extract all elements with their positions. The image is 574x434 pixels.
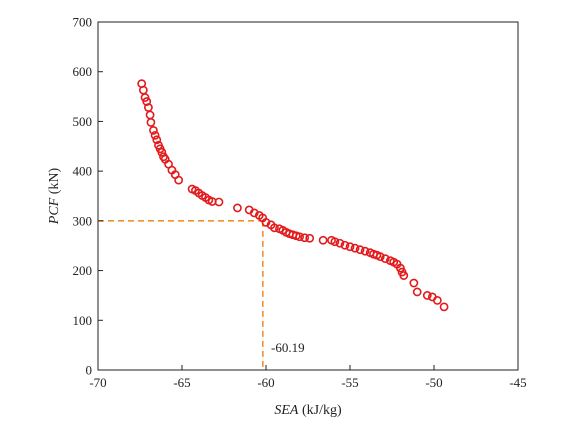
y-axis-title-italic: PCF — [47, 197, 62, 225]
x-tick-label-4: -50 — [425, 375, 442, 390]
y-tick-label-1: 100 — [73, 313, 93, 328]
x-tick-label-2: -60 — [257, 375, 274, 390]
data-point-65 — [412, 287, 422, 297]
data-point-51 — [355, 245, 365, 255]
y-axis-title: PCF (kN) — [47, 167, 62, 225]
data-point-57 — [380, 254, 390, 264]
data-point-34 — [269, 223, 279, 233]
data-point-56 — [375, 252, 385, 262]
y-axis-title-unit: (kN) — [47, 167, 62, 197]
data-point-49 — [345, 242, 355, 252]
data-points — [137, 79, 449, 312]
data-point-29 — [249, 208, 259, 218]
y-tick-label-5: 500 — [73, 114, 93, 129]
axis-ticks: -70 -65 -60 -55 -50 -45 0 100 200 300 400 500 600 700 — [73, 15, 527, 391]
y-tick-label-0: 0 — [86, 363, 93, 378]
data-point-43 — [305, 233, 315, 243]
y-tick-label-6: 600 — [73, 64, 93, 79]
data-point-42 — [300, 233, 310, 243]
y-tick-label-3: 300 — [73, 213, 93, 228]
data-point-5 — [145, 110, 155, 120]
data-point-63 — [399, 271, 409, 280]
y-tick-label-2: 200 — [73, 263, 93, 278]
data-point-26 — [214, 197, 224, 207]
data-point-9 — [152, 135, 162, 145]
data-point-50 — [350, 243, 360, 253]
reference-x-label: -60.19 — [271, 340, 305, 355]
data-point-52 — [360, 246, 370, 256]
data-point-64 — [409, 278, 419, 288]
data-point-6 — [146, 118, 156, 127]
x-tick-label-3: -55 — [341, 375, 358, 390]
data-point-46 — [330, 237, 340, 247]
data-point-48 — [340, 240, 350, 250]
x-tick-label-5: -45 — [509, 375, 526, 390]
y-tick-label-4: 400 — [73, 164, 93, 179]
x-axis-title-unit: (kJ/kg) — [298, 403, 342, 418]
data-point-27 — [233, 203, 242, 213]
x-axis-title: SEA (kJ/kg) — [274, 403, 342, 418]
data-point-12 — [157, 147, 167, 157]
data-point-47 — [335, 238, 345, 248]
data-point-68 — [432, 295, 442, 305]
x-axis-title-italic: SEA — [274, 403, 299, 418]
data-point-41 — [295, 232, 304, 242]
data-point-69 — [439, 302, 449, 312]
data-point-61 — [395, 263, 405, 273]
data-point-8 — [150, 130, 160, 140]
data-point-66 — [422, 291, 432, 300]
data-point-44 — [318, 235, 328, 245]
data-point-32 — [261, 217, 271, 227]
x-tick-label-0: -70 — [89, 375, 106, 390]
data-point-2 — [140, 93, 150, 102]
data-point-18 — [174, 175, 184, 185]
data-point-7 — [149, 125, 158, 135]
plot-frame — [97, 21, 519, 371]
y-tick-label-7: 700 — [73, 15, 93, 30]
reference-lines — [98, 220, 264, 370]
x-tick-label-1: -65 — [173, 375, 190, 390]
data-point-3 — [142, 97, 152, 106]
